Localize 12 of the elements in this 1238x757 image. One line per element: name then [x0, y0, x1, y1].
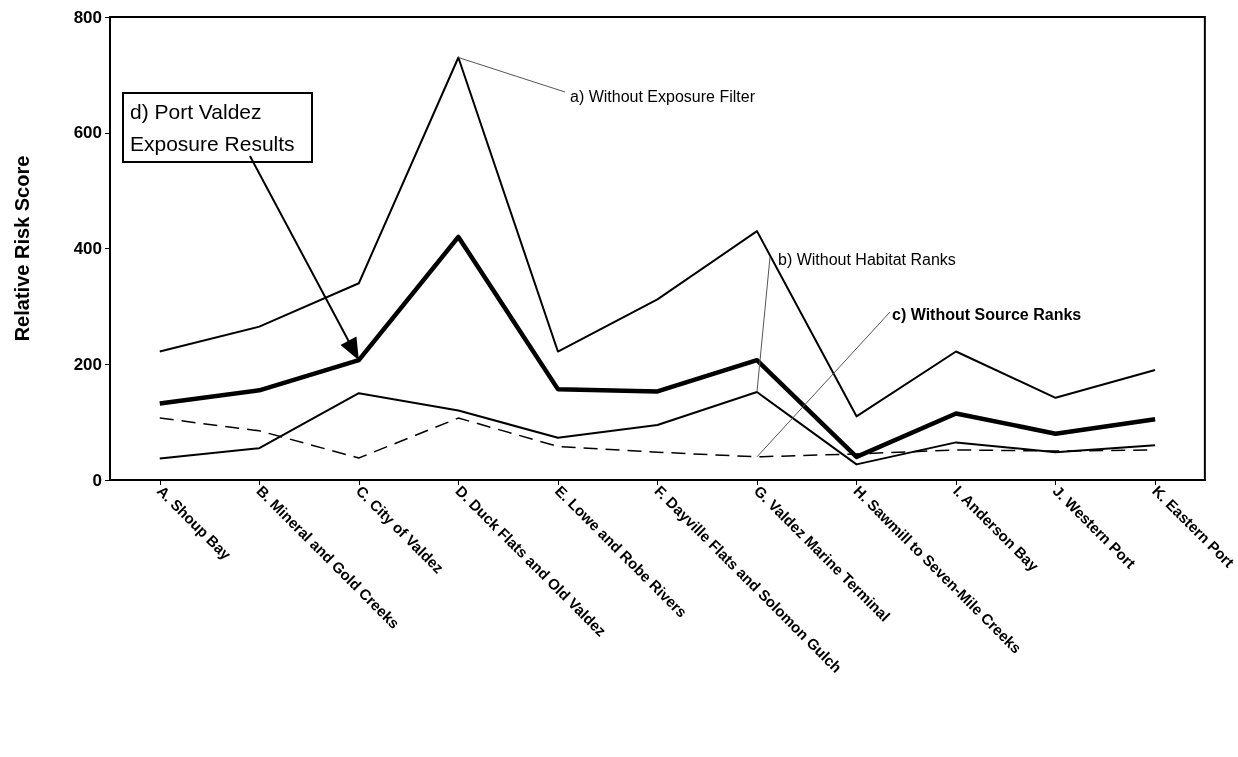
annotation: c) Without Source Ranks [892, 305, 1082, 323]
y-tick-label: 0 [92, 470, 102, 490]
annotation: d) Port Valdez Exposure Results [130, 100, 295, 155]
annotation: b) Without Habitat Ranks [778, 250, 956, 268]
y-tick-label: 400 [73, 239, 102, 258]
y-tick-label: 200 [73, 354, 102, 374]
line-series [158, 391, 1157, 466]
line-series [157, 234, 1158, 460]
annotation: a) Without Exposure Filter [570, 87, 756, 105]
y-axis-title: Relative Risk Score [11, 155, 33, 342]
y-tick-label: 600 [73, 123, 102, 143]
y-tick-label: 800 [73, 7, 102, 27]
